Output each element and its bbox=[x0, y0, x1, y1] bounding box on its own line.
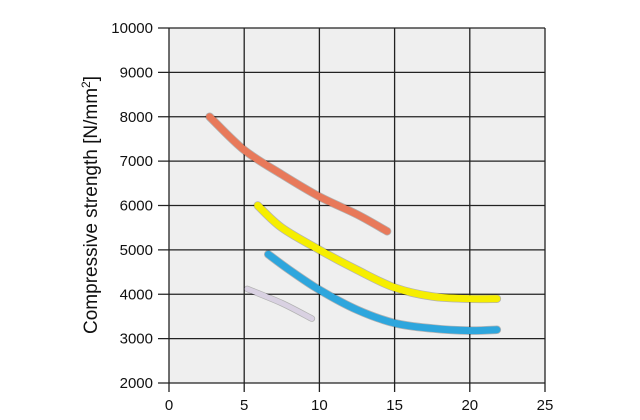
y-tick-label: 2000 bbox=[120, 375, 153, 392]
y-tick-label: 5000 bbox=[120, 242, 153, 259]
tick-labels: 2000 3000 4000 5000 6000 7000 8000 9000 10000 0 5 1… bbox=[111, 20, 553, 414]
x-tick-label: 20 bbox=[461, 397, 478, 414]
series-line-lavender bbox=[244, 286, 315, 322]
series-layer bbox=[205, 112, 502, 335]
y-tick-label: 4000 bbox=[120, 286, 153, 303]
y-tick-label: 6000 bbox=[120, 198, 153, 215]
y-tick-label: 9000 bbox=[120, 64, 153, 81]
series-line-yellow bbox=[254, 202, 501, 303]
series-line-orange bbox=[206, 113, 391, 235]
x-tick-label: 0 bbox=[165, 397, 173, 414]
y-tick-label: 3000 bbox=[120, 331, 153, 348]
y-tick-label: 10000 bbox=[111, 20, 153, 37]
grid bbox=[158, 27, 546, 392]
y-tick-label: 8000 bbox=[120, 109, 153, 126]
y-axis-label: Compressive strength [N/mm2] bbox=[79, 76, 102, 334]
x-tick-label: 5 bbox=[240, 397, 248, 414]
x-tick-label: 10 bbox=[311, 397, 328, 414]
y-tick-label: 7000 bbox=[120, 153, 153, 170]
x-tick-label: 15 bbox=[386, 397, 403, 414]
series-line-blue bbox=[264, 250, 501, 335]
x-tick-label: 25 bbox=[537, 397, 554, 414]
